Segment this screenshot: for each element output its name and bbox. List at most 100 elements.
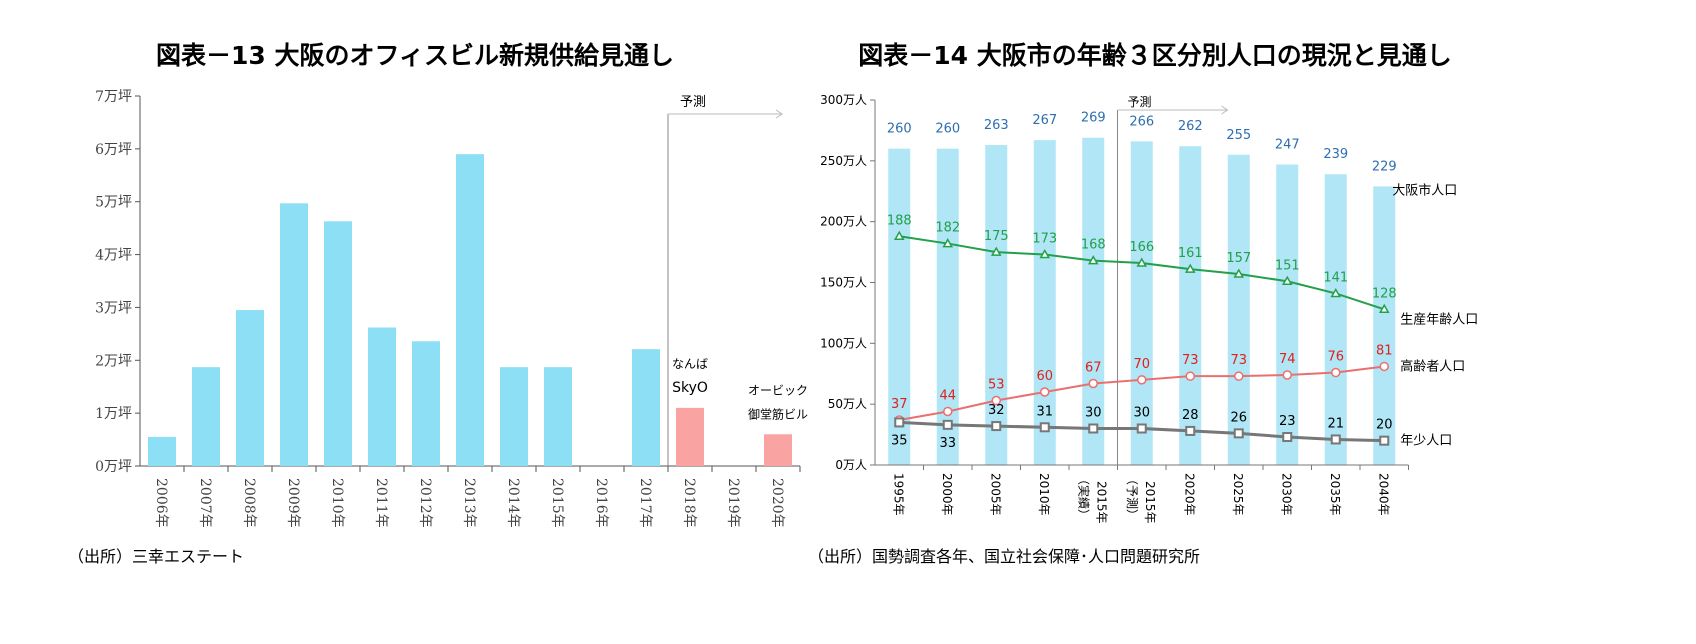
x-tick-label: 2018年	[681, 478, 697, 528]
legend-label: 年少人口	[1400, 434, 1452, 449]
bar	[888, 148, 911, 465]
forecast-label: 予測	[680, 95, 706, 110]
legend-label: 大阪市人口	[1392, 182, 1457, 198]
data-label: 188	[887, 213, 912, 228]
bar	[1373, 186, 1396, 465]
circle-marker	[1137, 375, 1147, 385]
x-tick-label: 2013年	[461, 478, 477, 528]
triangle-marker	[1330, 287, 1342, 298]
x-tick-label: 2020年	[1182, 473, 1196, 516]
bar	[280, 203, 308, 467]
triangle-marker	[1136, 257, 1148, 267]
square-marker	[1136, 423, 1147, 434]
x-tick-label: 2012年	[417, 478, 433, 528]
data-label: 28	[1182, 408, 1199, 423]
bar-annotation: オービック	[748, 383, 808, 397]
x-tick-label: 2011年	[373, 478, 389, 528]
triangle-marker	[1233, 268, 1245, 278]
data-label: 21	[1327, 416, 1344, 431]
triangle-marker	[893, 230, 905, 241]
bar	[985, 145, 1008, 465]
bar	[1276, 164, 1299, 465]
data-label: 74	[1279, 352, 1296, 367]
data-label: 81	[1376, 343, 1393, 358]
x-tick-label: 2006年	[153, 478, 169, 528]
data-label: 73	[1182, 353, 1199, 368]
square-marker	[1233, 428, 1244, 439]
data-label: 141	[1323, 270, 1348, 285]
chart-title-14: 図表－14 大阪市の年齢３区分別人口の現況と見通し	[858, 41, 1452, 70]
bar	[544, 367, 572, 466]
data-label: 269	[1081, 111, 1106, 126]
circle-marker	[1331, 367, 1341, 378]
circle-marker	[1088, 378, 1098, 389]
data-label: 260	[887, 122, 912, 137]
y-tick-label: 4万坪	[95, 248, 132, 264]
data-label: 37	[891, 397, 908, 412]
data-label: 151	[1275, 258, 1300, 273]
y-tick-label: 6万坪	[95, 142, 132, 158]
data-label: 166	[1129, 240, 1154, 255]
x-tick-label: 2000年	[940, 473, 954, 516]
bar	[1179, 146, 1202, 465]
triangle-marker	[1378, 303, 1390, 314]
square-marker	[942, 419, 953, 430]
x-tick-label: 2010年	[1037, 473, 1051, 516]
x-tick-label: 2019年	[725, 478, 741, 528]
bar	[412, 341, 440, 466]
data-label: 182	[935, 221, 960, 236]
x-tick-label: 2025年	[1231, 473, 1245, 516]
data-label: 26	[1230, 410, 1247, 425]
x-tick-label: 2015年	[1143, 481, 1157, 524]
y-tick-label: 50万人	[828, 397, 867, 411]
bar	[1130, 141, 1153, 465]
x-tick-label: 2016年	[593, 478, 609, 528]
x-tick-label: 2015年	[1094, 481, 1108, 524]
y-tick-label: 0万坪	[95, 459, 132, 475]
circle-marker	[991, 395, 1001, 406]
legend-label: 生産年齢人口	[1400, 311, 1478, 327]
data-label: 33	[939, 436, 956, 451]
bar	[676, 407, 704, 466]
bar	[632, 349, 660, 466]
square-marker	[1039, 422, 1050, 433]
y-tick-label: 7万坪	[95, 89, 132, 105]
bar	[236, 310, 264, 466]
square-marker	[991, 421, 1002, 432]
bar-annotation: なんば	[672, 357, 708, 371]
data-label: 67	[1085, 360, 1102, 375]
data-label: 30	[1085, 406, 1102, 421]
data-label: 229	[1372, 159, 1397, 174]
chart-title-13: 図表－13 大阪のオフィスビル新規供給見通し	[156, 41, 674, 70]
triangle-marker	[990, 246, 1002, 256]
data-label: 20	[1376, 418, 1393, 433]
circle-marker	[1234, 371, 1244, 381]
bar-annotation: 御堂筋ビル	[748, 406, 808, 421]
circle-marker	[1040, 387, 1050, 397]
circle-marker	[1379, 361, 1389, 372]
data-label: 157	[1226, 251, 1251, 266]
data-label: 53	[988, 378, 1005, 393]
data-label: 76	[1327, 350, 1344, 365]
x-tick-label: 2009年	[285, 478, 301, 528]
y-tick-label: 5万坪	[95, 195, 132, 211]
data-label: 23	[1279, 414, 1296, 429]
data-label: 70	[1133, 357, 1150, 372]
circle-marker	[943, 406, 953, 417]
data-label: 239	[1323, 147, 1348, 162]
square-marker	[1185, 425, 1196, 436]
data-label: 263	[984, 118, 1009, 133]
triangle-marker	[942, 238, 954, 248]
bar	[368, 327, 396, 466]
data-label: 255	[1226, 128, 1251, 143]
bar	[1033, 140, 1056, 465]
y-tick-label: 0万人	[835, 458, 867, 472]
square-marker	[1088, 423, 1099, 434]
square-marker	[894, 417, 905, 428]
y-tick-label: 2万坪	[95, 353, 132, 369]
x-tick-label: 2020年	[769, 478, 785, 528]
y-tick-label: 1万坪	[95, 406, 132, 422]
bar	[1227, 154, 1250, 465]
square-marker	[1379, 435, 1390, 446]
